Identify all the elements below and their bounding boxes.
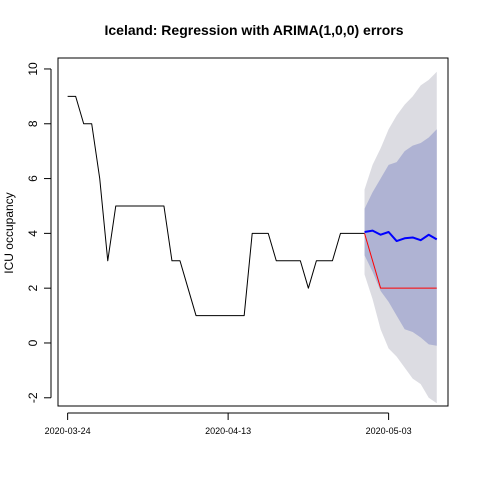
y-tick-label: 8 bbox=[26, 120, 40, 127]
forecast-series-line bbox=[364, 229, 438, 243]
prediction-intervals bbox=[364, 71, 437, 404]
y-tick-label: 2 bbox=[26, 285, 40, 292]
series-lines bbox=[67, 95, 438, 317]
y-tick-label: 6 bbox=[26, 175, 40, 182]
x-tick-label: 2020-03-24 bbox=[45, 426, 91, 436]
x-tick-label: 2020-05-03 bbox=[366, 426, 412, 436]
y-tick-label: 10 bbox=[26, 62, 40, 76]
y-tick-label: -2 bbox=[26, 392, 40, 403]
plot-frame bbox=[57, 57, 449, 407]
interval-80-band bbox=[364, 129, 437, 346]
chart-title: Iceland: Regression with ARIMA(1,0,0) er… bbox=[105, 22, 404, 38]
y-axis: -2 0 2 4 6 8 10 bbox=[26, 62, 52, 403]
x-axis: 2020-03-24 2020-04-13 2020-05-03 bbox=[45, 412, 412, 436]
y-axis-label: ICU occupancy bbox=[2, 192, 16, 273]
y-tick-label: 0 bbox=[26, 339, 40, 346]
observed-series-line bbox=[67, 95, 365, 317]
actual-series-line bbox=[364, 233, 437, 289]
x-tick-label: 2020-04-13 bbox=[205, 426, 251, 436]
y-tick-label: 4 bbox=[26, 230, 40, 237]
